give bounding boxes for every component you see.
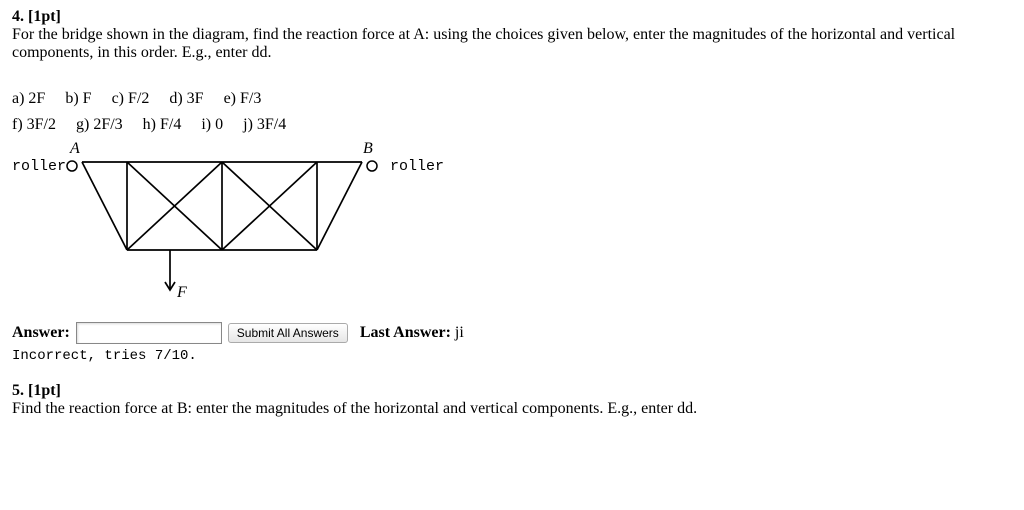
choice-i: i) 0 xyxy=(201,116,223,133)
bridge-diagram: A B roller roller F xyxy=(12,144,432,304)
q4-prompt: For the bridge shown in the diagram, fin… xyxy=(12,26,955,61)
choice-g: g) 2F/3 xyxy=(76,116,123,133)
answer-row: Answer: Submit All Answers Last Answer: … xyxy=(12,322,1012,344)
choice-c: c) F/2 xyxy=(112,90,150,107)
choice-j: j) 3F/4 xyxy=(243,116,286,133)
last-answer-value: ji xyxy=(455,324,464,341)
submit-button[interactable]: Submit All Answers xyxy=(228,323,348,343)
roller-A-label: roller xyxy=(12,158,66,175)
roller-A-icon xyxy=(67,161,77,171)
label-F: F xyxy=(177,284,187,302)
roller-B-label: roller xyxy=(390,158,444,175)
q4-header: 4. [1pt] xyxy=(12,8,61,25)
answer-input[interactable] xyxy=(76,322,222,344)
question-5: 5. [1pt] Find the reaction force at B: e… xyxy=(12,382,1012,418)
truss-svg xyxy=(12,144,432,304)
roller-B-icon xyxy=(367,161,377,171)
choice-e: e) F/3 xyxy=(224,90,262,107)
question-4: 4. [1pt] For the bridge shown in the dia… xyxy=(12,8,1012,62)
choice-h: h) F/4 xyxy=(143,116,182,133)
choice-f: f) 3F/2 xyxy=(12,116,56,133)
choice-d: d) 3F xyxy=(169,90,203,107)
choices-row-1: a) 2F b) F c) F/2 d) 3F e) F/3 xyxy=(12,90,1012,108)
choice-a: a) 2F xyxy=(12,90,45,107)
feedback-text: Incorrect, tries 7/10. xyxy=(12,348,1012,364)
choices-row-2: f) 3F/2 g) 2F/3 h) F/4 i) 0 j) 3F/4 xyxy=(12,116,1012,134)
q5-prompt: Find the reaction force at B: enter the … xyxy=(12,400,697,417)
label-A: A xyxy=(70,140,80,158)
choice-b: b) F xyxy=(65,90,91,107)
q5-header: 5. [1pt] xyxy=(12,382,61,399)
label-B: B xyxy=(363,140,373,158)
answer-label: Answer: xyxy=(12,324,70,342)
last-answer-label: Last Answer: xyxy=(360,324,451,341)
last-answer: Last Answer: ji xyxy=(360,324,464,342)
